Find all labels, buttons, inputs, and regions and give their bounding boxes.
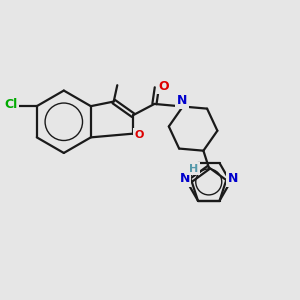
Text: O: O <box>158 80 169 93</box>
Text: H: H <box>189 164 198 174</box>
Text: O: O <box>135 130 144 140</box>
Text: N: N <box>179 172 190 185</box>
Text: Cl: Cl <box>4 98 17 111</box>
Text: N: N <box>228 172 238 185</box>
Text: N: N <box>177 94 187 107</box>
